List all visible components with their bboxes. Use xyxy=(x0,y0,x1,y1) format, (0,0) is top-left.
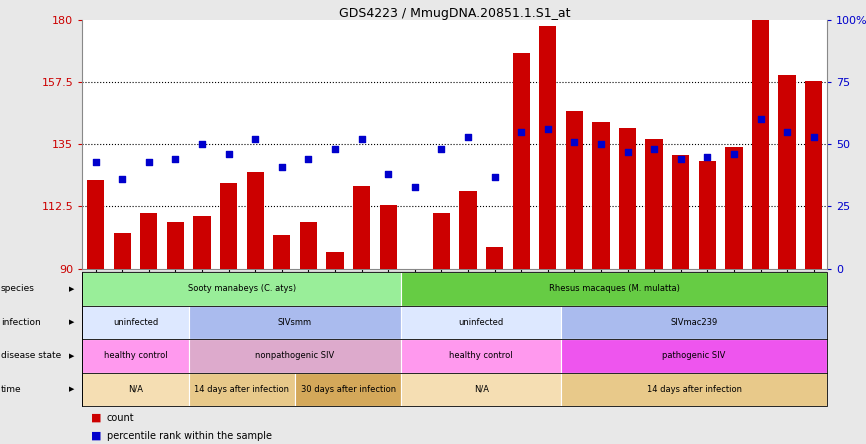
Text: count: count xyxy=(107,413,134,423)
Point xyxy=(514,128,528,135)
Text: 14 days after infection: 14 days after infection xyxy=(194,385,289,394)
Bar xyxy=(513,53,530,269)
Point xyxy=(328,146,342,153)
Text: time: time xyxy=(1,385,22,394)
Point xyxy=(222,151,236,158)
Point xyxy=(488,173,501,180)
Bar xyxy=(353,186,370,269)
Bar xyxy=(565,111,583,269)
Text: 14 days after infection: 14 days after infection xyxy=(647,385,741,394)
Bar xyxy=(726,147,742,269)
Bar xyxy=(273,235,290,269)
Point xyxy=(354,136,368,143)
Point xyxy=(807,133,821,140)
Point xyxy=(621,148,635,155)
Text: healthy control: healthy control xyxy=(104,352,167,361)
Bar xyxy=(167,222,184,269)
Bar xyxy=(592,122,610,269)
Bar xyxy=(619,128,637,269)
Bar xyxy=(699,161,716,269)
Point xyxy=(753,116,767,123)
Text: pathogenic SIV: pathogenic SIV xyxy=(662,352,726,361)
Bar xyxy=(779,75,796,269)
Point xyxy=(701,153,714,160)
Bar xyxy=(247,172,264,269)
Point xyxy=(727,151,740,158)
Point xyxy=(88,158,102,165)
Text: ■: ■ xyxy=(91,413,101,423)
Text: healthy control: healthy control xyxy=(449,352,513,361)
Bar xyxy=(433,214,450,269)
Point xyxy=(301,156,315,163)
Point xyxy=(249,136,262,143)
Text: uninfected: uninfected xyxy=(459,318,504,327)
Bar xyxy=(140,214,158,269)
Text: 30 days after infection: 30 days after infection xyxy=(301,385,396,394)
Bar xyxy=(193,216,210,269)
Bar xyxy=(113,233,131,269)
Bar xyxy=(326,252,344,269)
Text: uninfected: uninfected xyxy=(113,318,158,327)
Bar xyxy=(486,246,503,269)
Bar xyxy=(672,155,689,269)
Point xyxy=(142,158,156,165)
Point xyxy=(461,133,475,140)
Text: SIVsmm: SIVsmm xyxy=(278,318,312,327)
Text: SIVmac239: SIVmac239 xyxy=(670,318,718,327)
Bar xyxy=(805,81,823,269)
Text: GDS4223 / MmugDNA.20851.1.S1_at: GDS4223 / MmugDNA.20851.1.S1_at xyxy=(339,7,571,20)
Text: ▶: ▶ xyxy=(69,319,74,325)
Bar xyxy=(87,180,104,269)
Point xyxy=(674,156,688,163)
Text: Sooty manabeys (C. atys): Sooty manabeys (C. atys) xyxy=(188,285,296,293)
Point xyxy=(168,156,182,163)
Point xyxy=(408,183,422,190)
Text: species: species xyxy=(1,285,35,293)
Point xyxy=(115,175,129,182)
Bar xyxy=(645,139,662,269)
Point xyxy=(435,146,449,153)
Bar xyxy=(752,20,769,269)
Bar xyxy=(540,25,556,269)
Text: ▶: ▶ xyxy=(69,286,74,292)
Point xyxy=(594,141,608,148)
Point xyxy=(567,138,581,145)
Text: infection: infection xyxy=(1,318,41,327)
Text: disease state: disease state xyxy=(1,352,61,361)
Bar xyxy=(300,222,317,269)
Text: ▶: ▶ xyxy=(69,386,74,392)
Bar xyxy=(379,205,397,269)
Text: ■: ■ xyxy=(91,431,101,441)
Point xyxy=(647,146,661,153)
Text: N/A: N/A xyxy=(474,385,488,394)
Point xyxy=(780,128,794,135)
Text: nonpathogenic SIV: nonpathogenic SIV xyxy=(255,352,334,361)
Point xyxy=(540,126,554,133)
Text: N/A: N/A xyxy=(128,385,143,394)
Point xyxy=(195,141,209,148)
Text: Rhesus macaques (M. mulatta): Rhesus macaques (M. mulatta) xyxy=(549,285,680,293)
Point xyxy=(381,170,395,178)
Bar xyxy=(459,191,476,269)
Bar xyxy=(220,183,237,269)
Text: ▶: ▶ xyxy=(69,353,74,359)
Point xyxy=(275,163,288,170)
Text: percentile rank within the sample: percentile rank within the sample xyxy=(107,431,272,441)
